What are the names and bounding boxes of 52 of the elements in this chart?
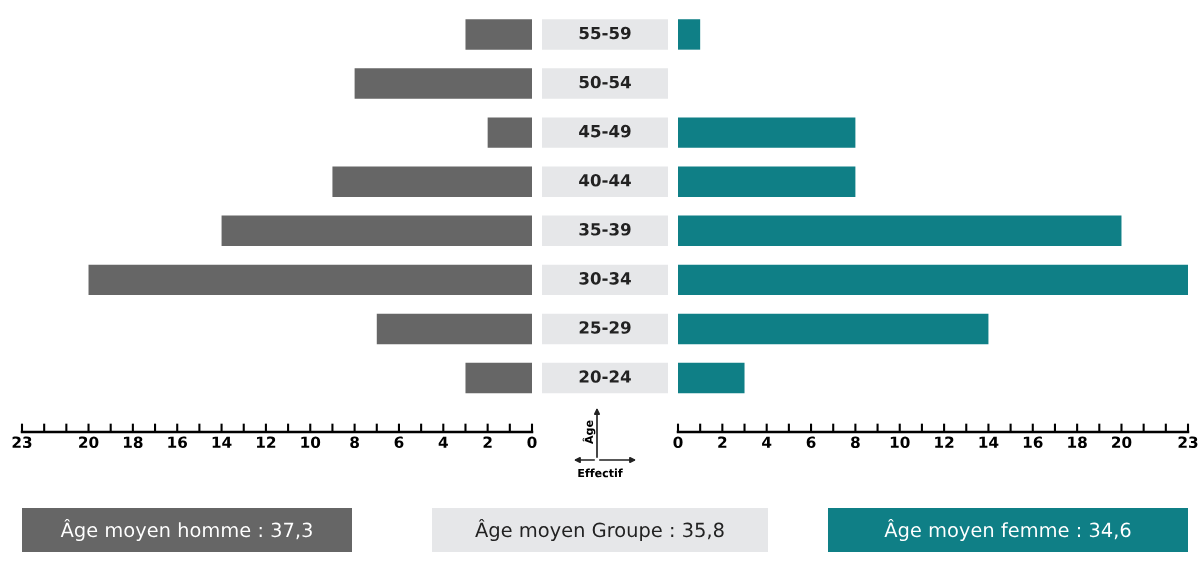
bar: [332, 166, 532, 197]
x-tick-label: 20: [79, 436, 99, 448]
bar: [678, 166, 856, 197]
x-tick-label: 23: [1178, 436, 1198, 448]
x-tick-label: 2: [483, 436, 492, 448]
bar: [465, 362, 532, 394]
x-tick-label: 2: [718, 436, 727, 448]
y-tick-label: 30-34: [579, 272, 631, 285]
x-tick-label: 10: [890, 436, 910, 448]
y-tick-label: 20-24: [579, 370, 631, 383]
x-tick-label: 8: [350, 436, 359, 448]
x-tick-label: 10: [301, 436, 321, 448]
y-tick-label: 55-59: [579, 26, 631, 40]
bar: [221, 215, 532, 246]
y-tick-label: 35-39: [579, 223, 631, 236]
text: Âge moyen femme : 34,6: [884, 518, 1131, 542]
y-tick-label: 45-49: [579, 124, 631, 138]
x-tick-label: 6: [394, 436, 404, 448]
y-axis-title: Âge: [582, 420, 596, 444]
bar: [678, 264, 1188, 296]
text: Âge moyen homme : 37,3: [60, 518, 312, 542]
bar: [376, 313, 532, 345]
x-tick-label: 16: [168, 436, 188, 448]
bar: [678, 215, 1122, 246]
bar: [678, 362, 745, 394]
x-tick-label: 20: [1112, 436, 1132, 448]
x-tick-label: 4: [438, 436, 448, 448]
bar: [465, 19, 532, 50]
x-tick-label: 18: [123, 436, 143, 448]
text: Âge moyen Groupe : 35,8: [475, 518, 724, 542]
bar: [678, 313, 989, 345]
bar: [678, 19, 701, 50]
x-tick-label: 14: [212, 436, 232, 448]
y-tick-label: 50-54: [579, 75, 631, 89]
x-tick-label: 8: [851, 436, 860, 448]
bar: [487, 117, 532, 148]
x-tick-label: 0: [527, 436, 537, 448]
x-axis-title: Effectif: [578, 468, 623, 478]
y-tick-label: 25-29: [579, 321, 631, 334]
x-tick-label: 16: [1023, 436, 1043, 448]
x-tick-label: 4: [762, 436, 772, 448]
x-tick-label: 6: [806, 436, 816, 448]
bar: [354, 68, 532, 99]
x-tick-label: 0: [673, 436, 683, 448]
x-tick-label: 18: [1068, 436, 1087, 448]
x-tick-label: 12: [257, 436, 276, 448]
x-tick-label: 12: [935, 436, 954, 448]
bar: [678, 117, 856, 148]
y-tick-label: 40-44: [579, 173, 631, 187]
x-tick-label: 14: [979, 436, 999, 448]
x-tick-label: 23: [12, 436, 32, 448]
bar: [88, 264, 532, 296]
